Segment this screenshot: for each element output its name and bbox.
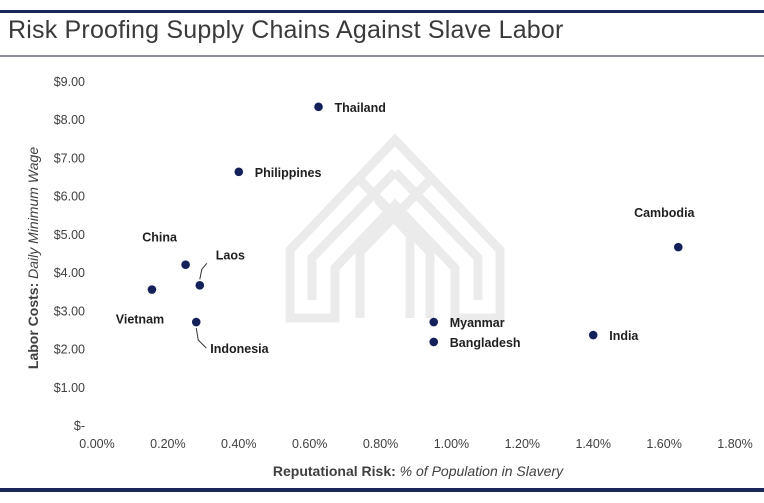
y-tick-label: $4.00 [54, 266, 85, 280]
y-tick-label: $- [74, 419, 85, 433]
data-label-indonesia: Indonesia [210, 342, 269, 356]
point-philippines [234, 167, 244, 177]
watermark-logo [285, 133, 505, 323]
x-tick-label: 1.00% [434, 437, 469, 451]
y-tick-label: $8.00 [54, 113, 85, 127]
x-axis-title-bold: Reputational Risk: [273, 463, 396, 479]
x-tick-label: 1.60% [646, 437, 681, 451]
y-tick-label: $9.00 [54, 75, 85, 89]
data-label-philippines: Philippines [255, 166, 322, 180]
data-label-thailand: Thailand [335, 101, 386, 115]
point-myanmar [429, 317, 439, 327]
x-tick-label: 1.40% [575, 437, 610, 451]
x-tick-label: 0.40% [221, 437, 256, 451]
data-label-bangladesh: Bangladesh [450, 336, 521, 350]
leader-line-laos [199, 263, 208, 280]
y-tick-label: $1.00 [54, 381, 85, 395]
y-axis-title: Labor Costs: Daily Minimum Wage [25, 147, 41, 369]
x-axis-title-italic: % of Population in Slavery [400, 463, 564, 479]
point-thailand [314, 102, 323, 112]
x-axis-title: Reputational Risk: % of Population in Sl… [273, 463, 564, 479]
data-label-india: India [609, 329, 639, 343]
y-tick-label: $3.00 [54, 304, 85, 318]
data-label-myanmar: Myanmar [450, 316, 505, 330]
title-underline [0, 55, 764, 57]
chart-title: Risk Proofing Supply Chains Against Slav… [8, 16, 564, 44]
point-bangladesh [429, 337, 439, 347]
y-axis-title-italic: Daily Minimum Wage [25, 147, 41, 279]
point-cambodia [673, 242, 683, 252]
point-indonesia [191, 317, 201, 327]
y-tick-label: $5.00 [54, 228, 85, 242]
data-label-cambodia: Cambodia [634, 206, 695, 220]
x-tick-label: 0.00% [79, 437, 114, 451]
data-label-vietnam: Vietnam [116, 313, 164, 327]
x-tick-label: 0.20% [150, 437, 185, 451]
data-label-china: China [142, 231, 178, 245]
y-axis-title-bold: Labor Costs: [25, 283, 41, 369]
data-label-laos: Laos [216, 248, 245, 262]
y-tick-label: $7.00 [54, 151, 85, 165]
point-vietnam [147, 285, 157, 294]
y-tick-label: $6.00 [54, 190, 85, 204]
x-tick-label: 0.60% [292, 437, 327, 451]
point-laos [195, 281, 205, 290]
x-tick-label: 0.80% [363, 437, 398, 451]
x-tick-label: 1.20% [505, 437, 540, 451]
leader-line-indonesia [195, 327, 207, 349]
point-india [588, 330, 598, 340]
top-rule [0, 10, 764, 13]
bottom-rule [0, 488, 764, 492]
y-tick-label: $2.00 [54, 343, 85, 357]
point-china [181, 260, 190, 270]
x-tick-label: 1.80% [717, 437, 752, 451]
